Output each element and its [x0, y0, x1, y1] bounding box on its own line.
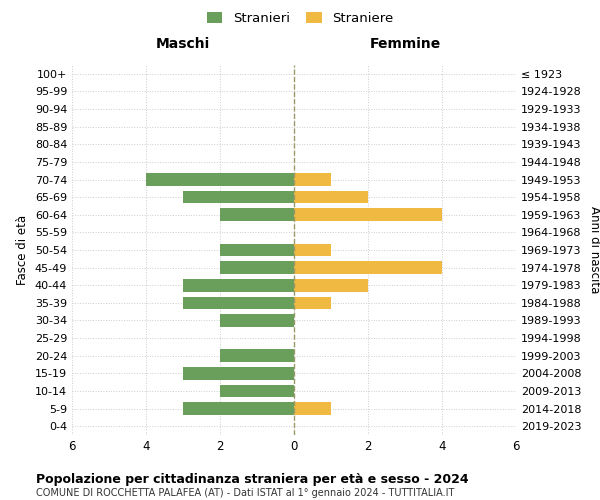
- Bar: [294, 173, 331, 186]
- Y-axis label: Fasce di età: Fasce di età: [16, 215, 29, 285]
- Text: Maschi: Maschi: [156, 37, 210, 51]
- Bar: [183, 402, 294, 415]
- Bar: [220, 208, 294, 221]
- Text: COMUNE DI ROCCHETTA PALAFEA (AT) - Dati ISTAT al 1° gennaio 2024 - TUTTITALIA.IT: COMUNE DI ROCCHETTA PALAFEA (AT) - Dati …: [36, 488, 454, 498]
- Text: Femmine: Femmine: [370, 37, 440, 51]
- Text: Popolazione per cittadinanza straniera per età e sesso - 2024: Popolazione per cittadinanza straniera p…: [36, 472, 469, 486]
- Bar: [294, 279, 368, 291]
- Bar: [183, 296, 294, 309]
- Bar: [294, 208, 442, 221]
- Bar: [294, 191, 368, 203]
- Bar: [294, 262, 442, 274]
- Bar: [220, 384, 294, 398]
- Bar: [183, 279, 294, 291]
- Bar: [146, 173, 294, 186]
- Legend: Stranieri, Straniere: Stranieri, Straniere: [201, 6, 399, 30]
- Bar: [294, 296, 331, 309]
- Bar: [220, 262, 294, 274]
- Bar: [220, 314, 294, 327]
- Bar: [183, 191, 294, 203]
- Y-axis label: Anni di nascita: Anni di nascita: [588, 206, 600, 294]
- Bar: [294, 244, 331, 256]
- Bar: [183, 367, 294, 380]
- Bar: [220, 244, 294, 256]
- Bar: [220, 350, 294, 362]
- Bar: [294, 402, 331, 415]
